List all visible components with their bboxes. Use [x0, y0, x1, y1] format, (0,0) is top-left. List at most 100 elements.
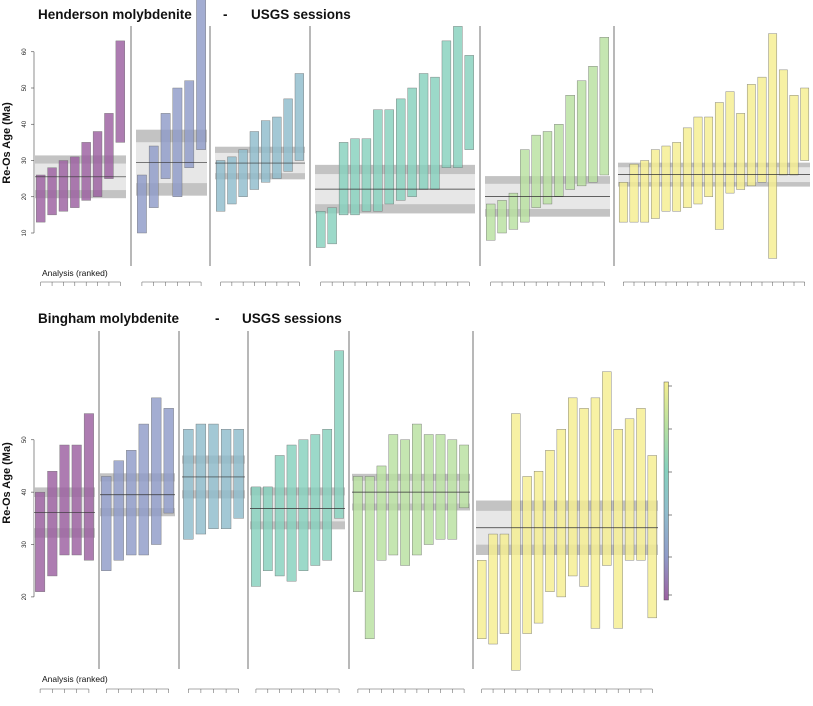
henderson-s4-bar	[396, 98, 406, 201]
henderson-s2-bar	[172, 87, 183, 197]
henderson-s6-bar	[693, 116, 703, 205]
henderson-s6-bar	[672, 142, 682, 212]
henderson-s4-bar	[407, 87, 417, 197]
bingham-y-tick-label: 30	[22, 541, 28, 548]
henderson-s5-bar	[588, 66, 598, 183]
henderson-s3-bar	[283, 98, 293, 172]
bingham-s3-bar	[220, 429, 232, 530]
bingham-s6-bar	[522, 476, 532, 634]
henderson-s2-bar	[160, 113, 171, 179]
bingham-session-6	[476, 371, 658, 693]
bingham-s1-bar	[47, 470, 58, 577]
bingham-s2-x-axis	[106, 688, 169, 693]
henderson-s5-bar	[508, 192, 519, 230]
henderson-panel-subtitle: USGS sessions	[251, 7, 351, 22]
bingham-s5-bar	[459, 444, 469, 509]
henderson-panel: 10 20 30 40 50 60	[22, 0, 810, 286]
bingham-s6-bar	[477, 560, 487, 640]
bingham-s6-bar	[579, 408, 589, 587]
bingham-session-5	[352, 331, 474, 693]
henderson-s6-bar	[757, 76, 767, 183]
bingham-s4-bar	[298, 439, 309, 571]
henderson-s4-bar	[430, 76, 440, 190]
henderson-session-5	[485, 26, 615, 286]
session-color-legend	[663, 381, 672, 601]
henderson-session-1	[35, 26, 132, 286]
henderson-s1-bar	[81, 142, 91, 201]
henderson-session-4	[315, 26, 481, 286]
henderson-s3-bar	[272, 116, 282, 179]
bingham-s1-bar	[83, 413, 94, 561]
bingham-y-axis: 20 30 40 50	[22, 436, 35, 600]
henderson-s2-bar	[184, 80, 195, 168]
henderson-s3-bar	[216, 160, 226, 212]
henderson-y-tick-label: 60	[22, 48, 28, 55]
bingham-s3-bar	[233, 429, 244, 519]
bingham-s4-bar	[274, 455, 285, 577]
bingham-s5-bar	[388, 434, 399, 556]
bingham-s5-bar	[400, 439, 410, 566]
bingham-session-1	[34, 331, 100, 693]
bingham-s5-bar	[412, 423, 422, 556]
bingham-s1-bar	[59, 444, 70, 556]
henderson-s6-x-axis	[623, 281, 805, 286]
bingham-s6-bar	[647, 455, 657, 619]
henderson-y-tick-label: 50	[22, 84, 28, 91]
henderson-y-tick-label: 10	[22, 229, 28, 236]
henderson-s4-bar	[384, 109, 394, 205]
henderson-s5-bar	[554, 124, 564, 197]
henderson-s6-bar	[714, 102, 724, 230]
henderson-s4-bar	[441, 40, 452, 168]
bingham-panel-subtitle: USGS sessions	[242, 311, 342, 326]
henderson-s4-bar	[338, 142, 349, 216]
bingham-s2-bar	[163, 408, 174, 514]
henderson-s6-bar	[778, 69, 788, 176]
bingham-s2-bar	[126, 450, 137, 556]
henderson-s1-bar	[115, 40, 125, 143]
henderson-y-axis-label: Re-Os Age (Ma)	[1, 102, 13, 184]
henderson-s4-x-axis	[320, 281, 470, 286]
henderson-s6-bar	[704, 116, 714, 197]
henderson-s5-x-axis	[490, 281, 605, 286]
henderson-s2-bar	[148, 145, 159, 208]
bingham-y-tick-label: 20	[22, 593, 28, 600]
bingham-s4-bar	[322, 429, 333, 561]
henderson-s1-bar	[47, 167, 57, 216]
bingham-x-axis-label: Analysis (ranked)	[42, 674, 108, 684]
henderson-s3-bar	[227, 156, 237, 205]
bingham-s6-bar	[590, 397, 601, 629]
henderson-s5-bar	[565, 95, 575, 190]
henderson-s5-bar	[497, 200, 507, 234]
henderson-y-tick-label: 40	[22, 120, 28, 127]
charts-layer: 10 20 30 40 50 60 20 30 40 50	[22, 0, 810, 693]
henderson-panel-title: Henderson molybdenite	[38, 7, 192, 22]
henderson-x-axis-label: Analysis (ranked)	[42, 268, 108, 278]
henderson-y-axis: 10 20 30 40 50 60	[22, 48, 35, 236]
henderson-s1-bar	[70, 156, 80, 208]
henderson-s4-bar	[373, 109, 383, 212]
henderson-s6-bar	[800, 87, 810, 161]
henderson-s5-bar	[531, 134, 541, 208]
bingham-s6-bar	[613, 429, 623, 629]
henderson-s4-bar	[316, 211, 326, 248]
henderson-session-3	[215, 26, 311, 286]
bingham-s6-x-axis	[481, 688, 653, 693]
henderson-s4-bar	[361, 138, 372, 212]
henderson-s4-bar	[418, 73, 429, 190]
bingham-s5-bar	[353, 476, 363, 592]
bingham-session-3	[182, 331, 249, 693]
bingham-s4-bar	[286, 444, 297, 582]
bingham-s6-bar	[602, 371, 612, 566]
henderson-s3-bar	[294, 73, 304, 161]
henderson-s3-x-axis	[220, 281, 300, 286]
bingham-s5-bar	[435, 434, 446, 540]
henderson-s6-bar	[736, 113, 746, 190]
henderson-s5-bar	[576, 80, 587, 187]
bingham-s5-bar	[423, 434, 434, 545]
bingham-s6-bar	[556, 429, 566, 598]
bingham-s6-bar	[636, 408, 646, 561]
bingham-y-axis-label: Re-Os Age (Ma)	[1, 442, 13, 524]
legend-color-bar	[663, 381, 669, 601]
bingham-session-4	[250, 331, 350, 693]
henderson-s6-bar	[640, 160, 650, 223]
